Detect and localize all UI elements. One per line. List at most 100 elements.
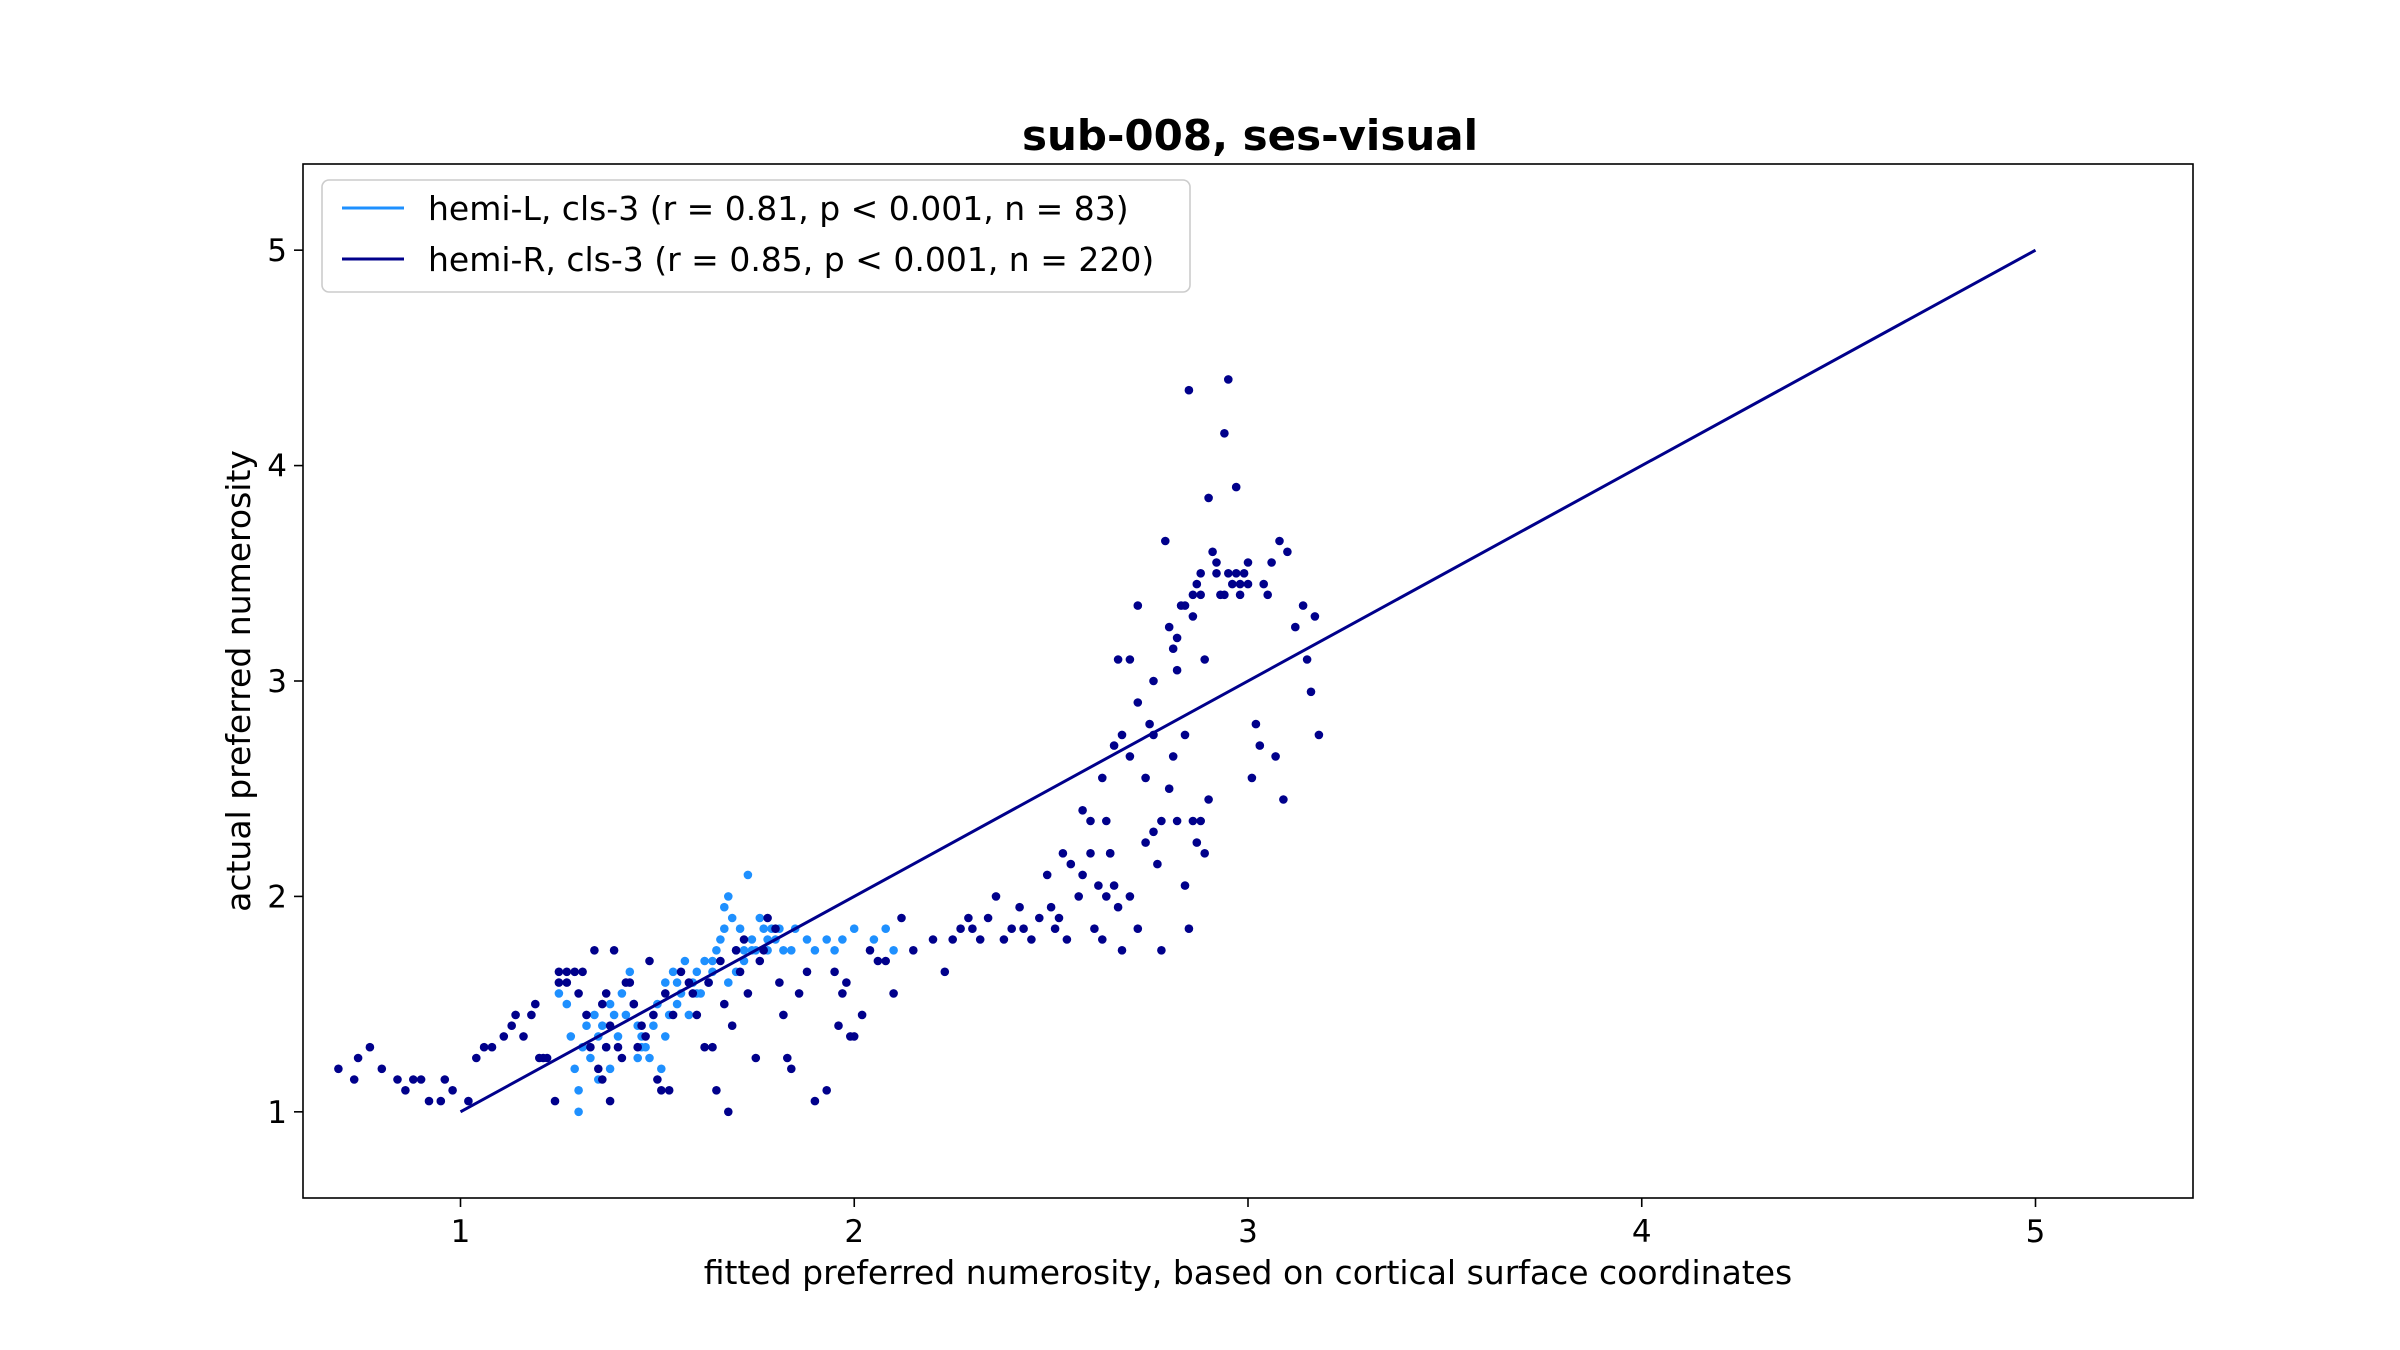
- data-point: [743, 870, 753, 880]
- data-point: [928, 935, 938, 944]
- data-point: [727, 1021, 737, 1030]
- data-point: [574, 1086, 583, 1095]
- data-point: [810, 946, 820, 955]
- data-point: [617, 989, 627, 998]
- data-point: [440, 1075, 450, 1084]
- data-point: [617, 1053, 627, 1063]
- data-point: [393, 1075, 402, 1084]
- data-point: [1180, 881, 1190, 890]
- data-point: [1208, 547, 1217, 557]
- x-tick-label: 4: [1632, 1214, 1652, 1250]
- data-point: [1172, 816, 1182, 826]
- data-point: [365, 1042, 375, 1052]
- data-point: [511, 1010, 520, 1020]
- data-point: [487, 1042, 497, 1052]
- data-point: [649, 1021, 658, 1030]
- data-point: [661, 989, 670, 998]
- data-point: [830, 946, 839, 955]
- data-point: [1180, 730, 1190, 740]
- data-point: [1212, 558, 1221, 567]
- data-point: [1133, 601, 1143, 610]
- data-point: [676, 967, 686, 977]
- data-point: [613, 1042, 623, 1052]
- data-point: [1027, 935, 1036, 944]
- series-hemi-r: [334, 375, 1324, 1117]
- data-point: [1141, 773, 1150, 783]
- data-point: [1117, 946, 1127, 955]
- data-point: [1196, 569, 1205, 578]
- x-tick-label: 5: [2026, 1214, 2046, 1250]
- data-point: [1224, 569, 1233, 578]
- data-point: [743, 989, 753, 998]
- data-point: [708, 956, 717, 966]
- data-point: [479, 1042, 489, 1052]
- data-point: [727, 913, 737, 923]
- data-point: [1247, 773, 1257, 783]
- x-tick-label: 3: [1238, 1214, 1258, 1250]
- y-axis-label: actual preferred numerosity: [219, 450, 258, 912]
- data-point: [629, 999, 639, 1009]
- data-point: [1267, 558, 1276, 567]
- data-point: [582, 1010, 591, 1020]
- data-point: [1078, 870, 1087, 880]
- data-point: [1109, 741, 1119, 750]
- data-point: [1172, 665, 1182, 675]
- data-point: [1157, 816, 1166, 826]
- axes: 1 2 3 4 5 1 2 3 4 5: [267, 233, 2045, 1250]
- data-point: [1125, 655, 1135, 664]
- data-point: [1086, 849, 1095, 858]
- data-point: [542, 1053, 552, 1063]
- data-point: [909, 946, 918, 955]
- data-point: [983, 913, 993, 923]
- data-point: [416, 1075, 426, 1084]
- data-point: [377, 1064, 387, 1074]
- legend-label-hemi-r: hemi-R, cls-3 (r = 0.85, p < 0.001, n = …: [428, 240, 1154, 279]
- data-point: [1243, 558, 1253, 567]
- y-tick-label: 5: [267, 233, 287, 269]
- data-point: [633, 1042, 642, 1052]
- data-point: [1149, 676, 1158, 686]
- data-point: [1007, 924, 1016, 933]
- data-point: [783, 1053, 792, 1063]
- data-point: [964, 913, 973, 923]
- data-point: [645, 956, 654, 966]
- data-point: [554, 989, 564, 998]
- data-point: [684, 1010, 694, 1020]
- data-point: [661, 1032, 670, 1041]
- data-point: [562, 978, 572, 987]
- data-point: [1164, 784, 1174, 793]
- data-point: [605, 1064, 615, 1074]
- data-point: [720, 999, 729, 1009]
- data-point: [554, 967, 564, 977]
- data-point: [1259, 579, 1268, 589]
- y-tick-label: 2: [267, 879, 287, 915]
- data-point: [566, 1032, 576, 1041]
- data-point: [897, 913, 906, 923]
- data-point: [1133, 924, 1143, 933]
- data-point: [668, 967, 678, 977]
- data-point: [1251, 719, 1261, 729]
- data-point: [735, 967, 745, 977]
- data-point: [1015, 902, 1024, 912]
- data-point: [731, 946, 741, 955]
- data-point: [1145, 719, 1154, 729]
- data-point: [1058, 849, 1068, 858]
- data-point: [716, 935, 725, 944]
- data-point: [873, 956, 883, 966]
- data-point: [527, 1010, 536, 1020]
- data-point: [554, 978, 564, 987]
- x-axis-label: fitted preferred numerosity, based on co…: [704, 1253, 1792, 1292]
- data-point: [1133, 698, 1143, 707]
- data-point: [724, 892, 733, 901]
- data-point: [609, 1010, 619, 1020]
- data-point: [1220, 429, 1229, 438]
- data-point: [649, 1010, 658, 1020]
- data-point: [724, 978, 733, 987]
- data-point: [1094, 881, 1103, 890]
- data-point: [720, 902, 729, 912]
- data-point: [1231, 569, 1241, 578]
- data-point: [1243, 579, 1253, 589]
- data-point: [739, 946, 749, 955]
- data-point: [830, 967, 839, 977]
- data-point: [657, 1064, 666, 1074]
